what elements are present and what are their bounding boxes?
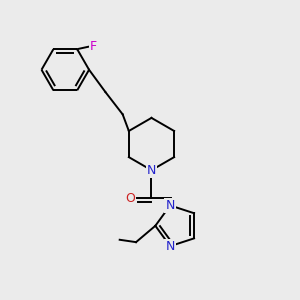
- Text: N: N: [165, 199, 175, 212]
- Text: N: N: [147, 164, 156, 177]
- Text: N: N: [165, 240, 175, 253]
- Text: F: F: [90, 40, 97, 53]
- Text: O: O: [125, 192, 135, 205]
